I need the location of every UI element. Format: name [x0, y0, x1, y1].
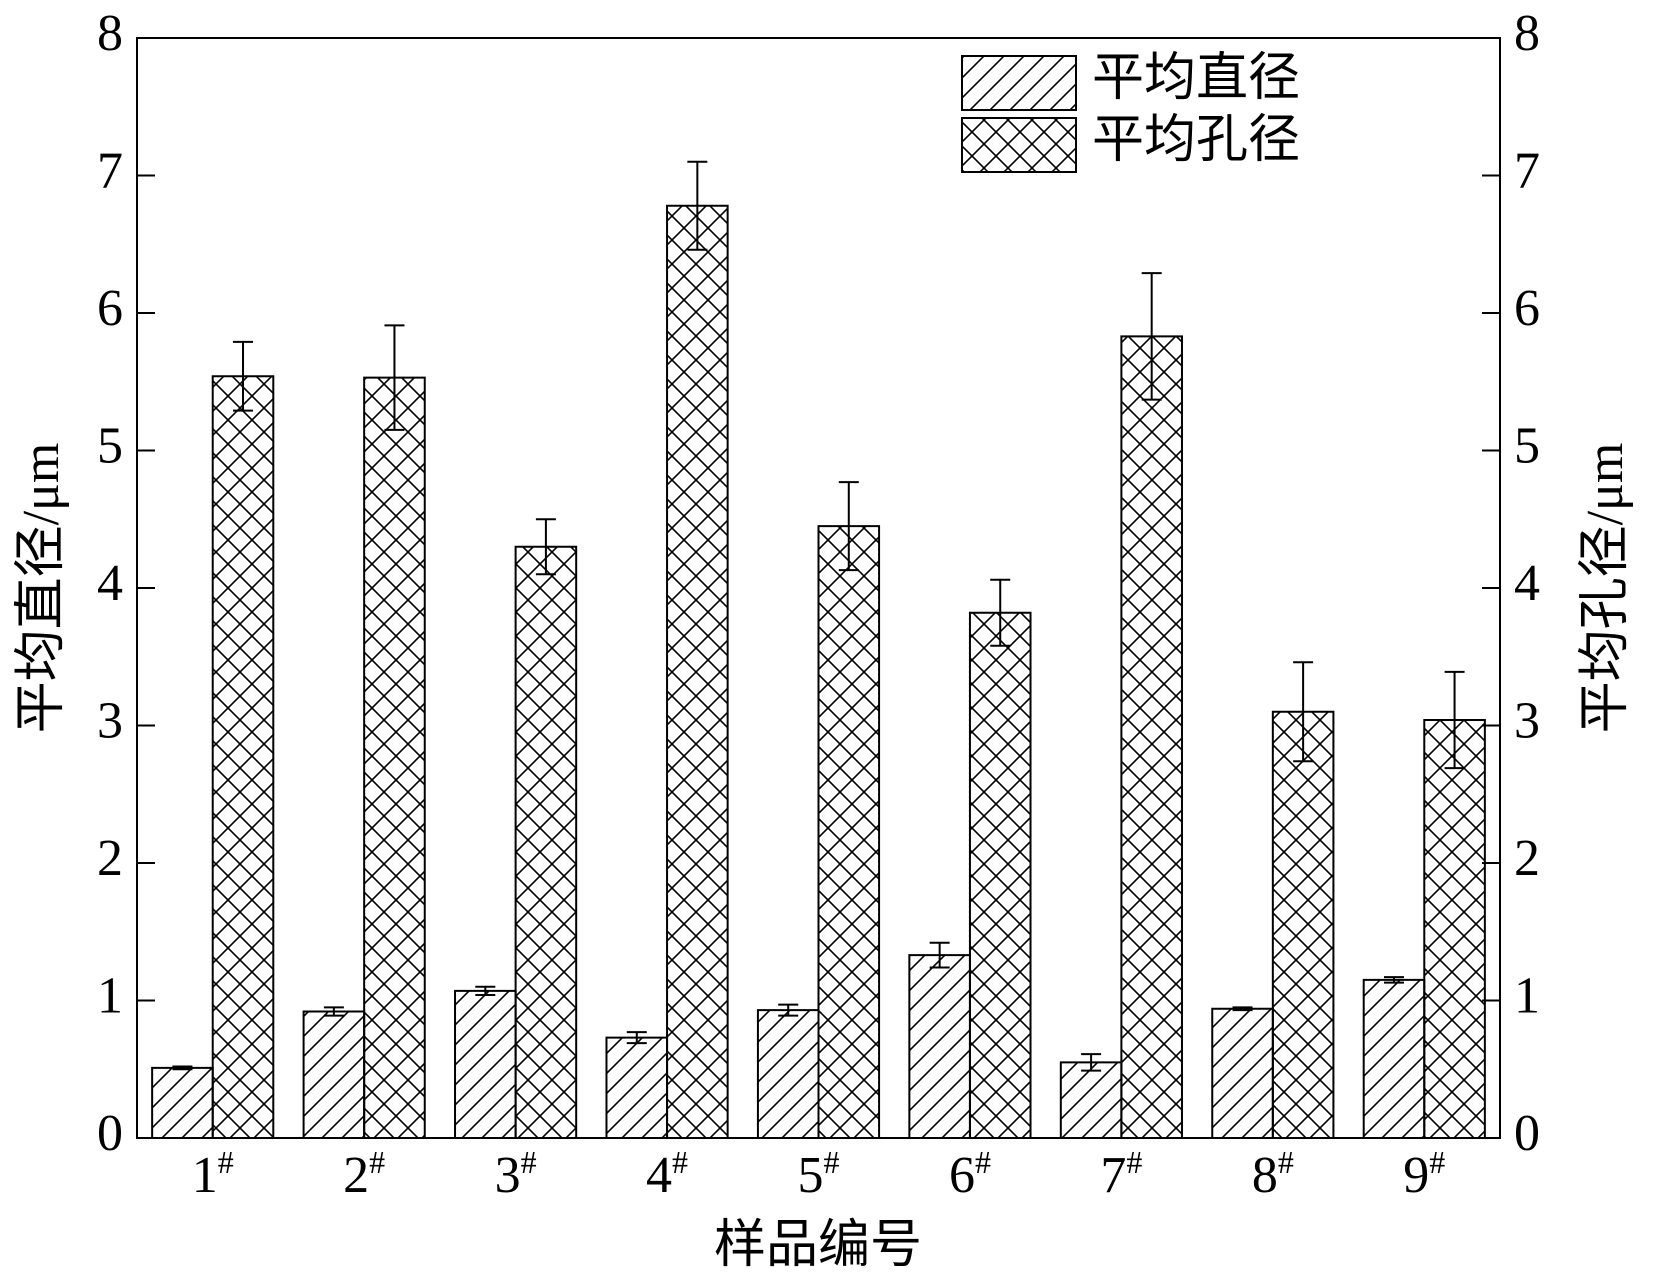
x-tick-label: 5# [798, 1144, 840, 1204]
y-tick-label: 0 [97, 1105, 123, 1162]
bar [605, 1036, 669, 1139]
x-tick-label: 3# [495, 1144, 537, 1204]
y2-tick-label: 3 [1514, 692, 1540, 749]
y2-tick-label: 0 [1514, 1105, 1540, 1162]
error-bar [1232, 1006, 1253, 1012]
legend-swatch [961, 117, 1077, 173]
y2-tick-label: 7 [1514, 142, 1540, 199]
error-bar [838, 481, 859, 572]
y-tick-label: 2 [97, 830, 123, 887]
y-axis-title: 平均直径/μm [13, 443, 70, 734]
y2-tick-label: 8 [1514, 5, 1540, 62]
error-bar [233, 340, 254, 412]
bar [666, 204, 729, 1139]
y2-axis-title: 平均孔径/μm [1577, 443, 1634, 734]
error-bar [172, 1065, 193, 1071]
bar [1120, 335, 1183, 1139]
bar [756, 1009, 820, 1139]
error-bar [990, 578, 1011, 647]
x-axis-title: 样品编号 [714, 1217, 922, 1274]
y2-tick-label: 6 [1514, 280, 1540, 337]
x-tick-label: 1# [192, 1144, 234, 1204]
bar [1423, 719, 1486, 1139]
y-tick-label: 4 [97, 555, 123, 612]
bar [908, 954, 971, 1139]
x-tick-label: 7# [1100, 1144, 1142, 1204]
bar [454, 989, 517, 1139]
error-bar [1081, 1053, 1102, 1072]
bar [1271, 710, 1335, 1139]
bar [363, 376, 426, 1139]
y-tick-label: 7 [97, 142, 123, 199]
error-bar [1293, 661, 1314, 763]
error-bar [384, 324, 405, 431]
x-tick-label: 6# [949, 1144, 991, 1204]
x-tick-label: 4# [646, 1144, 688, 1204]
y-tick-label: 8 [97, 5, 123, 62]
x-tick-label: 2# [343, 1144, 385, 1204]
x-tick-label: 9# [1403, 1144, 1445, 1204]
error-bar [687, 160, 708, 251]
bar [968, 611, 1032, 1139]
error-bar [929, 941, 950, 969]
bar [514, 545, 578, 1139]
bar [1059, 1061, 1123, 1139]
y2-tick-label: 2 [1514, 830, 1540, 887]
legend-label: 平均直径 [1092, 50, 1300, 107]
error-bar [535, 518, 556, 576]
y2-tick-label: 5 [1514, 417, 1540, 474]
y-tick-label: 1 [97, 967, 123, 1024]
error-bar [1141, 272, 1162, 401]
bar [302, 1010, 366, 1139]
error-bar [475, 985, 496, 996]
legend-label: 平均孔径 [1092, 112, 1300, 169]
y2-tick-label: 1 [1514, 967, 1540, 1024]
y-tick-label: 6 [97, 280, 123, 337]
error-bar [626, 1031, 647, 1045]
bar [1362, 978, 1426, 1139]
y-tick-label: 5 [97, 417, 123, 474]
error-bar [323, 1006, 344, 1017]
error-bar [778, 1003, 799, 1017]
bar [151, 1066, 214, 1139]
bar [211, 375, 275, 1139]
bar [1211, 1007, 1274, 1139]
error-bar [1383, 976, 1404, 984]
legend-swatch [961, 55, 1077, 111]
bar [817, 525, 881, 1139]
y-tick-label: 3 [97, 692, 123, 749]
x-tick-label: 8# [1252, 1144, 1294, 1204]
y2-tick-label: 4 [1514, 555, 1540, 612]
error-bar [1444, 670, 1465, 770]
